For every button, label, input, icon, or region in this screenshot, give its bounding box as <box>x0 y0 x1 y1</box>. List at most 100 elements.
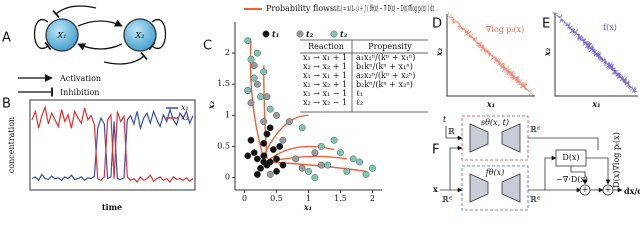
legend-label: t₁ <box>272 29 279 39</box>
legend-marker <box>296 30 304 38</box>
table-cell: a₁x₁ⁿ/(kⁿ + x₁ⁿ) <box>356 53 415 62</box>
table-cell: x₂ → x₂ + 1 <box>303 62 347 71</box>
x-tick-label: 1.5 <box>334 194 347 203</box>
node-label: X₂ <box>135 31 145 40</box>
panel-label: C <box>203 39 212 54</box>
table-cell: x₂ → x₂ + 1 <box>303 80 347 89</box>
legend-marker <box>262 30 270 38</box>
point <box>260 118 268 125</box>
point <box>250 74 258 82</box>
x-axis-label: x₁ <box>303 202 312 212</box>
y-tick-label: 2 <box>225 48 230 57</box>
legend-label: t₃ <box>340 29 348 39</box>
point <box>247 99 255 107</box>
point <box>260 158 268 166</box>
diagram-label: fθ(x) <box>485 168 505 177</box>
point <box>305 167 312 175</box>
diagram-label: t <box>443 115 447 124</box>
diagram-label: + <box>582 185 589 194</box>
diagram-label: x <box>433 184 438 194</box>
point <box>250 149 258 157</box>
point <box>253 155 261 163</box>
legend-label: x₁ <box>181 103 189 112</box>
table-cell: a₂x₂ⁿ/(kⁿ + x₂ⁿ) <box>356 71 415 80</box>
legend-label: x₂ <box>181 113 189 122</box>
y-tick-label: 0 <box>225 173 230 182</box>
axes <box>446 14 535 97</box>
plot-frame <box>29 99 196 191</box>
diagram-label: ℝᵈ <box>530 125 541 134</box>
panel-label: E <box>542 17 550 32</box>
table-cell: x₁ → x₁ + 1 <box>303 53 347 62</box>
point <box>244 37 252 45</box>
table-cell: b₂kⁿ/(kⁿ + x₂ⁿ) <box>356 80 413 89</box>
x-tick-label: 2 <box>370 194 375 203</box>
y-tick-label: 0.5 <box>217 141 230 150</box>
point <box>273 167 280 175</box>
point <box>253 80 261 88</box>
diagram-label: dx/dt <box>624 186 640 196</box>
point <box>253 49 261 57</box>
panel-title: f(x) <box>603 23 617 32</box>
flow-legend-label: Probability flows <box>266 4 334 13</box>
diagram-label: ℝ <box>448 127 455 136</box>
panel-label: B <box>2 97 11 112</box>
point <box>244 152 252 160</box>
diagram-label: ℝᵈ <box>442 195 453 204</box>
diagram-label: D(x)∇log pₜ(x) <box>612 132 621 188</box>
point <box>247 55 255 63</box>
formula: xᵢ(tᵢ) = xᵢ(tᵢ₋₁) + ∫ ( fθ(x) − ∇·D(x) −… <box>334 4 434 13</box>
point <box>269 146 277 153</box>
table-bg <box>300 40 428 112</box>
point <box>266 158 274 166</box>
point <box>324 161 332 169</box>
y-tick-label: 1 <box>225 110 230 119</box>
panel-label: F <box>432 143 439 158</box>
point <box>273 155 280 163</box>
panel-title: ∇log pₜ(x) <box>486 25 524 34</box>
point <box>317 143 325 150</box>
table-cell: b₁kⁿ/(kⁿ + x₁ⁿ) <box>356 62 413 71</box>
panel-f-diagram <box>440 115 623 211</box>
y-axis-label: x₂ <box>206 100 216 110</box>
point <box>276 143 284 150</box>
table-cell: x₁ → x₁ + 1 <box>303 71 347 80</box>
vector-field <box>553 11 638 94</box>
point <box>257 93 264 101</box>
axes <box>554 14 638 97</box>
x-axis-label: x₁ <box>486 99 495 109</box>
point <box>250 62 258 69</box>
point <box>257 164 264 172</box>
point <box>247 136 255 144</box>
point <box>298 124 306 132</box>
point <box>244 87 252 94</box>
legend-label: Inhibition <box>60 88 99 97</box>
diagram-label: D(x) <box>562 153 579 162</box>
point <box>279 136 287 144</box>
y-tick-label: 1.5 <box>217 79 230 88</box>
point <box>279 161 287 169</box>
x-axis-label: time <box>102 202 122 212</box>
diagram-label: −∇·D(x) <box>556 175 588 184</box>
point <box>330 136 338 144</box>
point <box>260 68 268 76</box>
diagram-label: ℝᵈ <box>530 195 541 204</box>
point <box>349 155 357 163</box>
y-axis-label: x₂ <box>542 47 552 57</box>
point <box>369 164 376 172</box>
table-cell: ℓ₁ <box>356 89 363 98</box>
diagram-label: sθ(x, t) <box>481 118 509 127</box>
point <box>298 164 306 172</box>
point <box>263 93 271 101</box>
y-axis-label: concentration <box>7 117 16 173</box>
point <box>266 171 274 178</box>
vector-field <box>447 11 534 97</box>
legend-label: t₂ <box>306 29 314 39</box>
panel-label: A <box>2 31 11 46</box>
x-tick-label: 0.5 <box>270 194 283 203</box>
x-tick-label: 0 <box>242 194 247 203</box>
point <box>260 139 268 147</box>
series-line <box>31 105 194 183</box>
point <box>263 130 271 138</box>
point <box>317 161 325 169</box>
